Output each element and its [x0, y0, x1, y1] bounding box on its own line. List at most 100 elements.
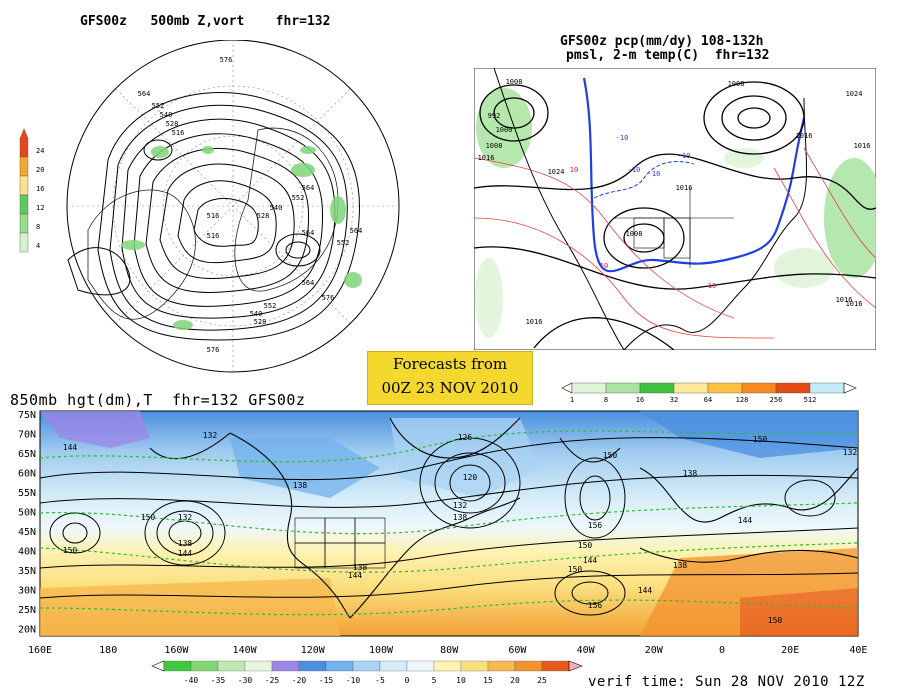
vorticity-legend: 24 20 16 12 8 4 — [19, 128, 44, 253]
temp-swatch — [541, 660, 570, 672]
legend-tick: 12 — [36, 204, 44, 212]
pressure-label: 1024 — [846, 90, 863, 98]
pressure-label: 1008 — [486, 142, 503, 150]
lat-label: 35N — [18, 566, 36, 577]
temp-label: -10 — [616, 134, 629, 142]
precip-swatch — [639, 382, 675, 394]
lon-label: 120W — [301, 645, 326, 656]
legend-arrow — [20, 128, 28, 138]
lon-label: 40E — [849, 645, 867, 656]
precip-tick: 128 — [736, 396, 749, 404]
temp-swatch — [460, 660, 489, 672]
legend-right-arrow — [843, 382, 857, 394]
pressure-label: 1016 — [846, 300, 863, 308]
height-label: 516 — [172, 129, 185, 137]
legend-swatch — [19, 213, 29, 234]
temp-label: -10 — [678, 152, 691, 160]
conus-title-line2: pmsl, 2-m temp(C) fhr=132 — [566, 48, 770, 63]
height-label: 564 — [302, 279, 315, 287]
hemis850-title: 850mb hgt(dm),T fhr=132 GFS00z — [10, 391, 306, 409]
height-label: 576 — [207, 346, 220, 354]
legend-tick: 20 — [36, 166, 44, 174]
lon-label: 160E — [28, 645, 52, 656]
contour-label: 138 — [453, 513, 468, 522]
temp-swatch — [406, 660, 435, 672]
pressure-label: 992 — [488, 112, 501, 120]
legend-swatch — [19, 175, 29, 196]
contour-label: 156 — [588, 601, 603, 610]
precip-swatch — [809, 382, 845, 394]
lon-label: 60W — [508, 645, 527, 656]
forecast-line1: Forecasts from — [392, 355, 508, 373]
precip-swatch — [673, 382, 709, 394]
lon-label: 40W — [577, 645, 596, 656]
contour-label: 150 — [63, 546, 78, 555]
precip-swatch — [741, 382, 777, 394]
legend-swatch — [19, 194, 29, 215]
contour-label: 144 — [63, 443, 78, 452]
temp-swatch — [190, 660, 219, 672]
temp-tick: 10 — [456, 676, 466, 685]
precip-tick: 512 — [804, 396, 817, 404]
contour-label: 132 — [843, 448, 858, 457]
hemis850-map: 75N 70N 65N 60N 55N 50N 45N 40N 35N 30N 25N 20N 160E… — [18, 410, 867, 656]
lon-label: 160W — [164, 645, 189, 656]
conus-title-line1: GFS00z pcp(mm/dy) 108-132h — [560, 34, 764, 49]
lat-label: 75N — [18, 410, 36, 421]
height-label: 528 — [254, 318, 267, 326]
pressure-label: 1024 — [548, 168, 565, 176]
temp-swatch — [298, 660, 327, 672]
precip-swatch — [571, 382, 607, 394]
contour-label: 144 — [178, 549, 193, 558]
height-label: 564 — [302, 229, 315, 237]
polar-title: GFS00z 500mb Z,vort fhr=132 — [80, 14, 331, 29]
precip-tick: 32 — [670, 396, 678, 404]
temp-tick: -10 — [346, 676, 361, 685]
temp-swatch — [325, 660, 354, 672]
lat-label: 50N — [18, 508, 36, 519]
pressure-label: 1016 — [796, 132, 813, 140]
legend-tick: 4 — [36, 242, 40, 250]
temp-tick: -40 — [184, 676, 199, 685]
contour-label: 150 — [768, 616, 783, 625]
temp-tick: 15 — [483, 676, 493, 685]
contour-label: 150 — [578, 541, 593, 550]
contour-label: 156 — [588, 521, 603, 530]
temp-swatch — [514, 660, 543, 672]
temp-legend-left-arrow — [151, 660, 165, 672]
temp-tick: -15 — [319, 676, 334, 685]
contour-label: 138 — [683, 469, 698, 478]
height-label: 552 — [337, 239, 350, 247]
pressure-label: 1000 — [496, 126, 513, 134]
lon-label: 0 — [719, 645, 725, 656]
pressure-label: 1008 — [506, 78, 523, 86]
lat-label: 25N — [18, 605, 36, 616]
temp-tick: -30 — [238, 676, 253, 685]
precip-swatch — [605, 382, 641, 394]
lon-label: 80W — [440, 645, 459, 656]
temp-tick: 25 — [537, 676, 547, 685]
temp-tick: -35 — [211, 676, 226, 685]
height-label: 540 — [250, 310, 263, 318]
height-label: 540 — [160, 111, 173, 119]
lat-label: 55N — [18, 488, 36, 499]
contour-label: 126 — [458, 433, 473, 442]
contour-label: 132 — [203, 431, 218, 440]
precip-tick: 256 — [770, 396, 783, 404]
height-label: 540 — [270, 204, 283, 212]
contour-label: 120 — [463, 473, 478, 482]
lon-label: 20W — [645, 645, 664, 656]
forecast-init-box: Forecasts from 00Z 23 NOV 2010 — [367, 351, 533, 405]
contour-label: 132 — [178, 513, 193, 522]
contour-label: 138 — [178, 539, 193, 548]
contour-label: 144 — [638, 586, 653, 595]
legend-tick: 16 — [36, 185, 44, 193]
precip-tick: 1 — [570, 396, 574, 404]
legend-swatch — [19, 232, 29, 253]
height-label: 516 — [207, 212, 220, 220]
precip-tick: 64 — [704, 396, 712, 404]
height-label: 564 — [302, 184, 315, 192]
pressure-label: 1016 — [854, 142, 871, 150]
height-label: 552 — [152, 102, 165, 110]
pressure-label: 1016 — [836, 296, 853, 304]
